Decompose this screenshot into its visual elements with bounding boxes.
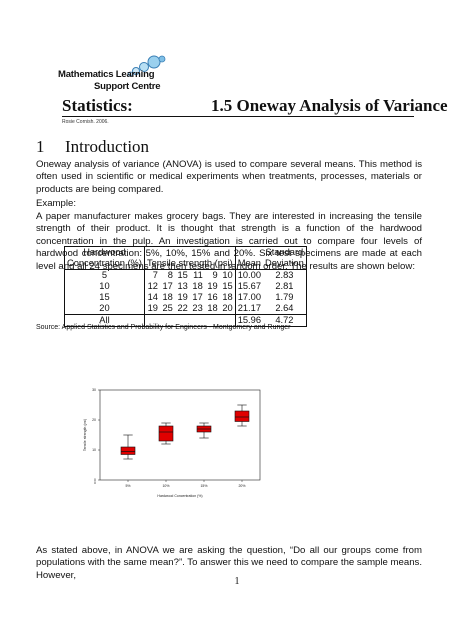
row-sd: 2.83: [262, 269, 307, 281]
table-row-all: All 15.96 4.72: [64, 314, 307, 327]
x-tick-label: 20%: [238, 484, 245, 488]
cell: 19: [177, 292, 188, 302]
logo-line-2: Support Centre: [94, 81, 161, 92]
cell: 11: [193, 270, 203, 280]
section-title: Introduction: [65, 137, 150, 156]
row-mean: 10.00: [234, 269, 263, 281]
cell: 17: [192, 292, 203, 302]
row-sd: 2.81: [262, 281, 307, 292]
box: [234, 410, 250, 422]
x-tick-label: 15%: [200, 484, 207, 488]
cell: 22: [177, 303, 188, 313]
row-all-label: All: [64, 314, 145, 327]
cell: 9: [212, 270, 218, 280]
cell: 14: [147, 292, 158, 302]
plot-frame: [99, 389, 261, 481]
table-row: 5 7 8 15 11 9 10 10.00 2.83: [64, 269, 307, 281]
cell: 25: [162, 303, 173, 313]
row-all-sd: 4.72: [262, 314, 307, 327]
cell: 17: [162, 281, 173, 291]
x-axis-label: Hardwood Concentration (%): [157, 494, 202, 498]
row-sd: 1.79: [262, 292, 307, 303]
y-axis-label: Tensile strength (psi): [83, 419, 87, 451]
cell: 15: [222, 281, 233, 291]
cell: 19: [207, 281, 218, 291]
example-label: Example:: [36, 198, 76, 209]
box: [158, 425, 174, 442]
y-tick-label: 20: [92, 418, 96, 422]
cell: 7: [152, 270, 158, 280]
y-tick-label: 10: [92, 448, 96, 452]
x-origin-label: 0: [94, 481, 96, 485]
row-concentration: 5: [64, 269, 145, 281]
cell: 20: [222, 303, 233, 313]
data-table: Hardwood Standard Concentration (%) Tens…: [36, 246, 422, 327]
col-header-sd-2: Deviation: [262, 258, 307, 270]
row-all-mean: 15.96: [234, 314, 263, 327]
header-rule: [62, 116, 414, 117]
table-row: 10 12 17 13 18 19 15 15.67 2.81: [64, 281, 307, 292]
x-tick-label: 5%: [125, 484, 130, 488]
intro-paragraph: Oneway analysis of variance (ANOVA) is u…: [36, 159, 422, 195]
row-concentration: 10: [64, 281, 145, 292]
cell: 18: [222, 292, 233, 302]
row-mean: 17.00: [234, 292, 263, 303]
col-header-sd-1: Standard: [262, 246, 307, 258]
cell: 18: [162, 292, 173, 302]
cell: 23: [192, 303, 203, 313]
page-number: 1: [234, 576, 240, 587]
row-mean: 21.17: [234, 303, 263, 315]
row-sd: 2.64: [262, 303, 307, 315]
cell: 18: [192, 281, 203, 291]
x-tick-label: 10%: [162, 484, 169, 488]
box: [120, 446, 136, 455]
closing-paragraph: As stated above, in ANOVA we are asking …: [36, 545, 422, 581]
cell: 15: [177, 270, 188, 280]
row-concentration: 20: [64, 303, 145, 315]
logo-line-1: Mathematics Learning: [58, 69, 155, 80]
row-mean: 15.67: [234, 281, 263, 292]
cell: 16: [207, 292, 218, 302]
cell: 18: [207, 303, 218, 313]
table-source: Source: Applied Statistics and Probabili…: [36, 324, 291, 331]
y-tick-label: 30: [92, 388, 96, 392]
bubbles-logo-icon: [128, 55, 166, 77]
section-number: 1: [36, 137, 45, 156]
table-row: 15 14 18 19 17 16 18 17.00 1.79: [64, 292, 307, 303]
row-concentration: 15: [64, 292, 145, 303]
table-row: 20 19 25 22 23 18 20 21.17 2.64: [64, 303, 307, 315]
col-header-mean: Mean: [234, 258, 263, 270]
y-tick-label: 0: [94, 478, 96, 482]
author-line: Rosie Cornish. 2006.: [62, 119, 109, 125]
cell: 8: [167, 270, 173, 280]
cell: 13: [177, 281, 188, 291]
col-header-concentration-2: Concentration (%): [64, 258, 145, 270]
col-header-concentration-1: Hardwood: [64, 246, 145, 258]
cell: 10: [222, 270, 233, 280]
header-topic: Statistics:: [62, 96, 133, 115]
col-header-tensile-strength: Tensile strength (psi): [144, 258, 236, 270]
header-title: 1.5 Oneway Analysis of Variance: [211, 96, 448, 115]
logo: Mathematics Learning Support Centre: [58, 55, 168, 97]
cell: 19: [147, 303, 158, 313]
cell: 12: [147, 281, 158, 291]
